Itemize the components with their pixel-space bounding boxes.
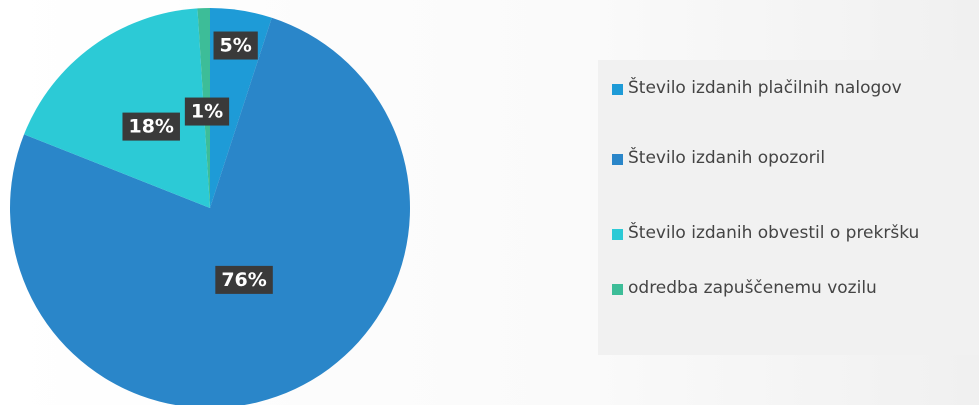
- legend-label: Število izdanih obvestil o prekršku: [628, 223, 920, 243]
- data-label: 1%: [191, 101, 223, 123]
- legend-item: Število izdanih plačilnih nalogov: [612, 76, 958, 101]
- data-label-box: [122, 112, 180, 141]
- data-label: 76%: [221, 269, 266, 291]
- legend-swatch: [612, 84, 623, 95]
- legend-swatch: [612, 284, 623, 295]
- legend-item: Število izdanih opozoril: [612, 146, 958, 171]
- legend-swatch: [612, 154, 623, 165]
- pie-slice: [10, 17, 410, 405]
- data-label-box: [213, 31, 258, 60]
- data-label-box: [215, 265, 273, 294]
- data-label: 5%: [220, 35, 252, 57]
- legend-item: Število izdanih obvestil o prekršku: [612, 221, 958, 246]
- legend-label: Število izdanih opozoril: [628, 148, 826, 168]
- data-label: 18%: [128, 116, 173, 138]
- pie-slice: [24, 8, 210, 209]
- legend-label: odredba zapuščenemu vozilu: [628, 278, 877, 298]
- data-label-box: [184, 97, 230, 126]
- legend-item: odredba zapuščenemu vozilu: [612, 276, 958, 301]
- legend: Število izdanih plačilnih nalogov Število…: [598, 60, 979, 355]
- legend-label: Število izdanih plačilnih nalogov: [628, 78, 902, 98]
- legend-swatch: [612, 229, 623, 240]
